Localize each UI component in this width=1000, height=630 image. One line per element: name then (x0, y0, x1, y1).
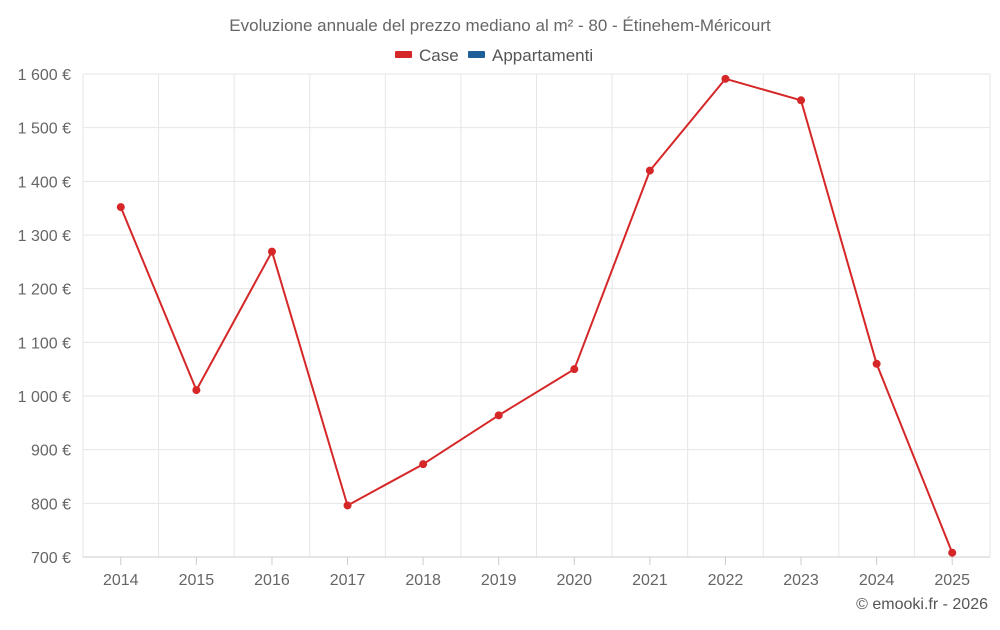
credit-text: © emooki.fr - 2026 (856, 596, 988, 613)
series-line-case (119, 77, 954, 554)
x-tick-label: 2022 (708, 572, 744, 589)
data-point-2023[interactable] (797, 96, 806, 105)
x-tick-label: 2017 (330, 572, 366, 589)
legend-swatch-appartamenti (468, 51, 485, 58)
x-tick-label: 2019 (481, 572, 517, 589)
x-tick-label: 2025 (934, 572, 970, 589)
y-tick-label: 1 400 € (18, 174, 71, 191)
y-tick-label: 1 200 € (18, 282, 71, 299)
grid (82, 73, 991, 558)
legend-item-case[interactable]: Case (395, 46, 459, 65)
y-tick-label: 1 500 € (18, 121, 71, 138)
y-axis: 700 € 800 € 900 € 1 000 € 1 100 € 1 200 € 1 30… (18, 67, 71, 567)
legend-label-case: Case (419, 46, 459, 65)
data-point-2015[interactable] (192, 386, 201, 395)
legend-swatch-case (395, 51, 412, 58)
y-tick-label: 700 € (31, 550, 71, 567)
chart-title: Evoluzione annuale del prezzo mediano al… (229, 16, 771, 35)
x-tick-label: 2016 (254, 572, 290, 589)
data-point-2014[interactable] (116, 203, 125, 212)
legend: Case Appartamenti (395, 46, 593, 65)
legend-label-appartamenti: Appartamenti (492, 46, 593, 65)
x-tick-label: 2024 (859, 572, 895, 589)
data-point-2020[interactable] (570, 365, 579, 374)
x-tick-label: 2020 (556, 572, 592, 589)
data-point-2017[interactable] (343, 501, 352, 510)
data-point-2021[interactable] (645, 166, 654, 175)
y-tick-label: 1 100 € (18, 335, 71, 352)
data-point-2019[interactable] (494, 411, 503, 420)
y-tick-label: 1 600 € (18, 67, 71, 84)
y-tick-label: 800 € (31, 496, 71, 513)
x-tick-label: 2014 (103, 572, 139, 589)
legend-item-appartamenti[interactable]: Appartamenti (468, 46, 593, 65)
x-tick-label: 2021 (632, 572, 668, 589)
x-tick-label: 2015 (179, 572, 215, 589)
data-point-2025[interactable] (948, 548, 957, 557)
y-tick-label: 1 300 € (18, 228, 71, 245)
data-point-2016[interactable] (267, 247, 276, 256)
x-tick-label: 2023 (783, 572, 819, 589)
data-point-2022[interactable] (721, 74, 730, 83)
y-tick-label: 1 000 € (18, 389, 71, 406)
x-axis: 2014 2015 2016 2017 2018 2019 2020 2021 2022 2023… (83, 556, 990, 589)
data-point-2024[interactable] (872, 359, 881, 368)
series-layer (116, 74, 957, 557)
y-tick-label: 900 € (31, 443, 71, 460)
x-tick-label: 2018 (405, 572, 441, 589)
data-point-2018[interactable] (419, 460, 428, 469)
